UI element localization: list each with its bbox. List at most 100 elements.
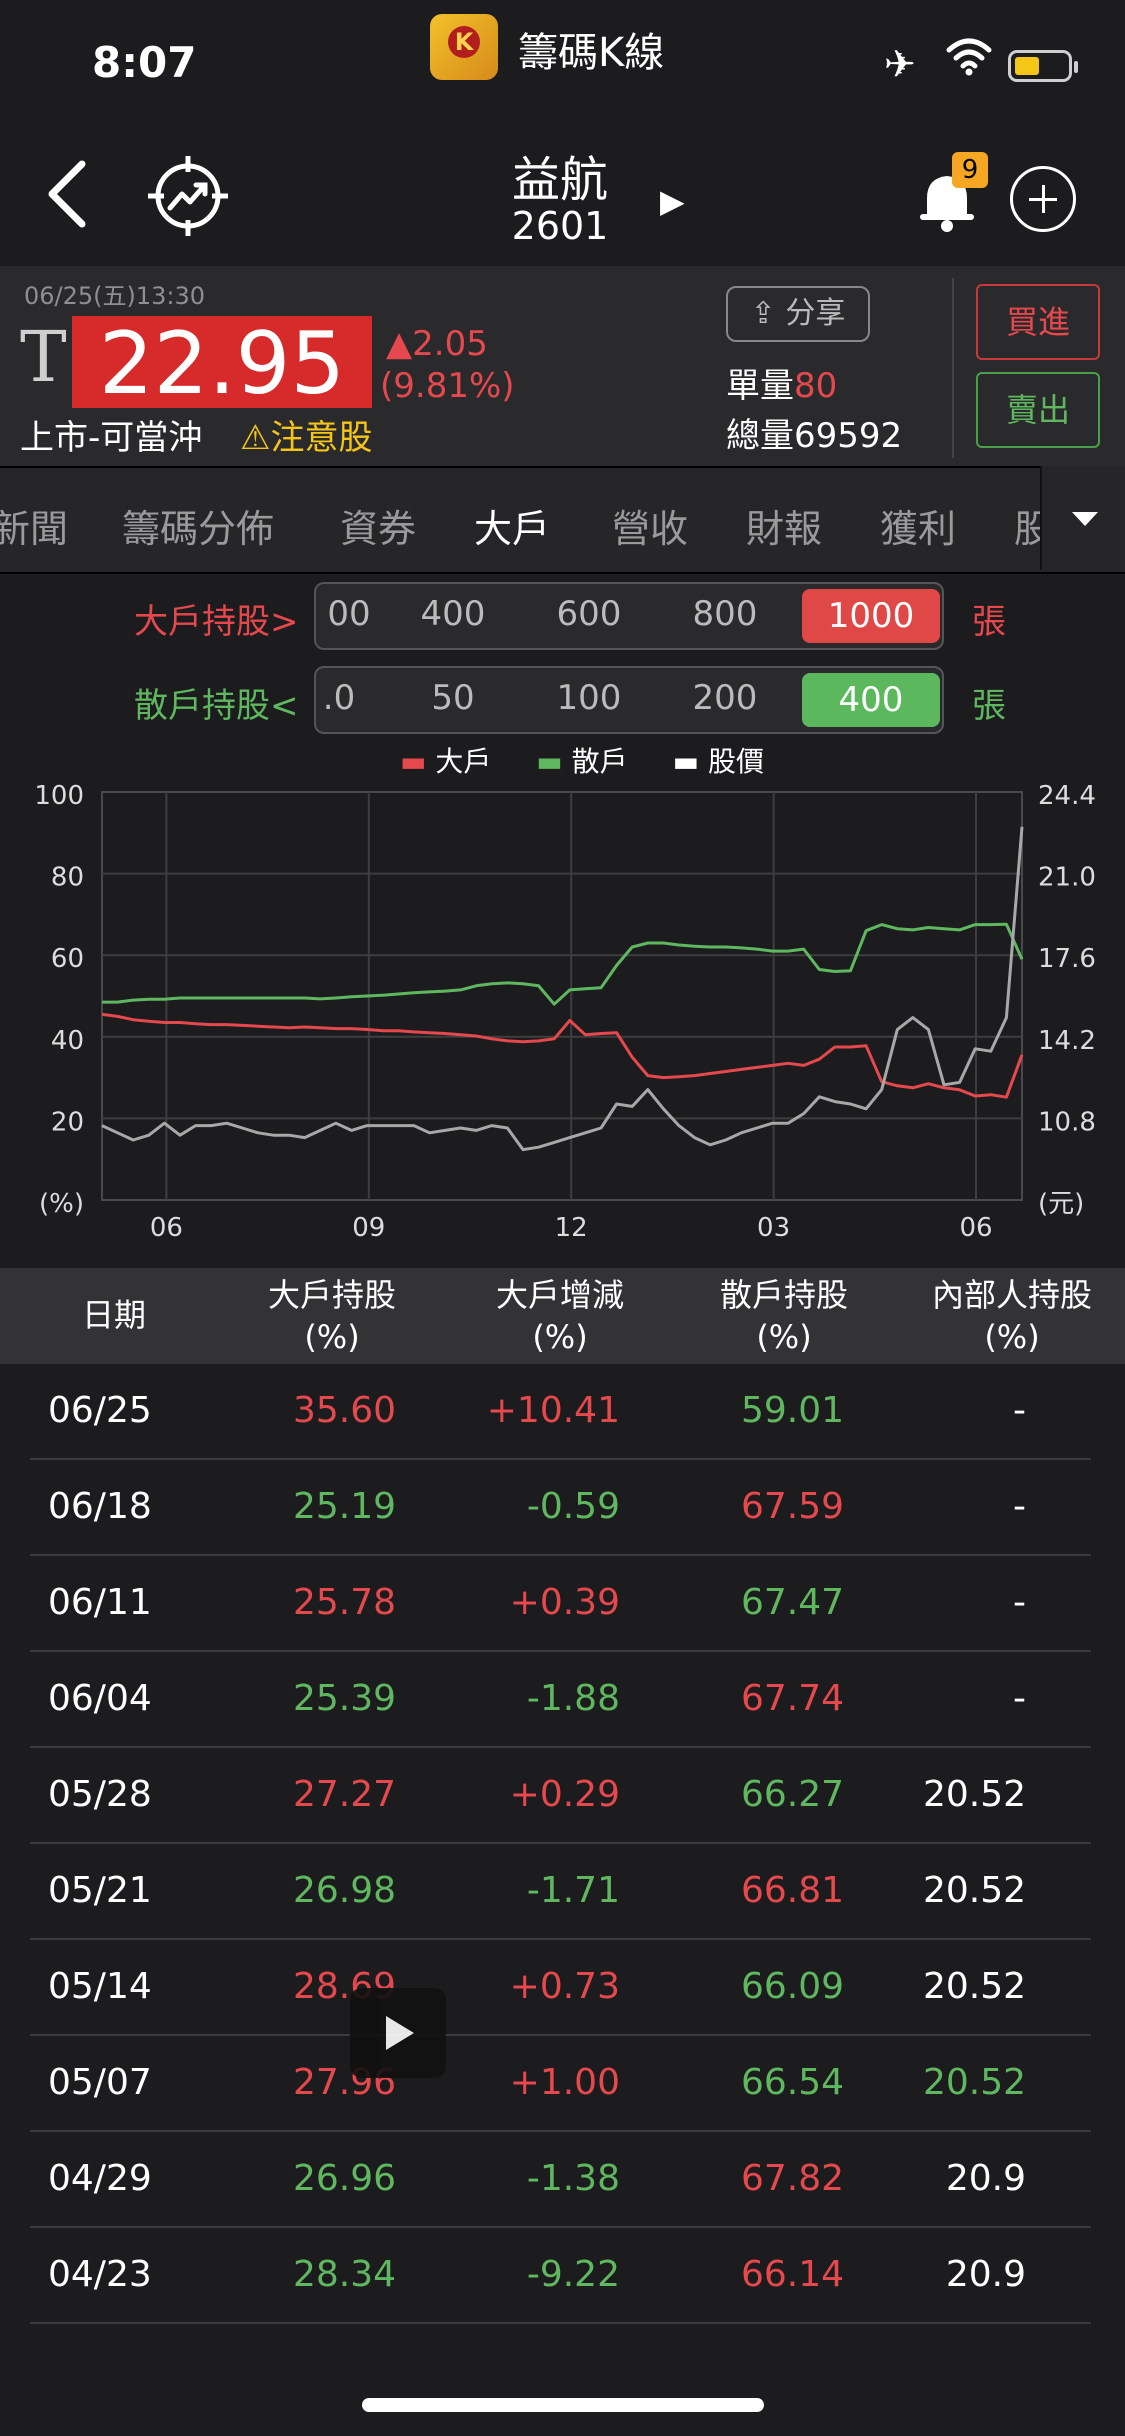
legend-big: ▬ 大戶 — [400, 745, 492, 778]
table-row[interactable]: 06/18 25.19 -0.59 67.59 - — [0, 1460, 1125, 1556]
header-insider-label: 內部人持股 — [931, 1276, 1092, 1314]
y-left-tick: 60 — [51, 944, 84, 974]
row-big-change: -1.38 — [526, 2158, 620, 2199]
row-big-holding: 25.19 — [292, 1486, 396, 1527]
row-date: 04/29 — [48, 2158, 152, 2199]
row-big-change: +10.41 — [486, 1390, 620, 1431]
series-line-big — [101, 1012, 1024, 1099]
price-change: ▲2.05 — [386, 324, 488, 364]
chart-legend: ▬ 大戶 ▬ 散戶 ▬ 股價 — [400, 740, 800, 780]
big-option[interactable]: 800 — [692, 594, 758, 634]
header-big-change: 大戶增減 (%) — [460, 1274, 660, 1358]
row-big-holding: 28.34 — [292, 2254, 396, 2295]
y-left-tick: 40 — [51, 1026, 84, 1056]
header-retail-unit: (%) — [756, 1318, 812, 1356]
tab-chip-distribution[interactable]: 籌碼分佈 — [122, 507, 275, 551]
play-triangle-icon[interactable]: ▶ — [660, 182, 685, 220]
big-unit: 張 — [972, 602, 1006, 642]
row-insider-holding: 20.52 — [922, 1774, 1026, 1815]
sell-button[interactable]: 賣出 — [976, 372, 1100, 448]
big-option[interactable]: 400 — [420, 594, 486, 634]
row-separator — [30, 1650, 1091, 1652]
row-date: 05/07 — [48, 2062, 152, 2103]
table-row[interactable]: 04/29 26.96 -1.38 67.82 20.9 — [0, 2132, 1125, 2228]
tab-news[interactable]: 新聞 — [0, 507, 69, 551]
legend-retail-label: 散戶 — [571, 745, 628, 778]
retail-segment[interactable]: .0 50 100 200 400 — [314, 666, 944, 734]
row-big-change: -0.59 — [526, 1486, 620, 1527]
x-tick: 09 — [352, 1213, 385, 1240]
table-header — [0, 1268, 1125, 1364]
y-right-tick: 14.2 — [1038, 1026, 1096, 1056]
single-volume-label: 單量 — [726, 366, 794, 406]
table-row[interactable]: 06/25 35.60 +10.41 59.01 - — [0, 1364, 1125, 1460]
series-line-retail — [102, 922, 1024, 1006]
tab-financials[interactable]: 財報 — [746, 507, 823, 551]
big-option[interactable]: 600 — [556, 594, 622, 634]
row-big-change: -1.88 — [526, 1678, 620, 1719]
table-row[interactable]: 06/11 25.78 +0.39 67.47 - — [0, 1556, 1125, 1652]
share-label: 分享 — [785, 296, 846, 331]
row-insider-holding: 20.52 — [922, 1966, 1026, 2007]
table-row[interactable]: 05/14 28.69 +0.73 66.09 20.52 — [0, 1940, 1125, 2036]
table-row[interactable]: 05/07 27.96 +1.00 66.54 20.52 — [0, 2036, 1125, 2132]
back-chevron-icon[interactable] — [44, 158, 90, 230]
app-logo-letter: K — [448, 26, 480, 58]
retail-option[interactable]: .0 — [322, 678, 356, 718]
y-right-tick: 10.8 — [1038, 1107, 1096, 1137]
plot-frame — [101, 791, 1023, 1201]
home-indicator[interactable] — [362, 2398, 764, 2412]
tab-big-holders[interactable]: 大戶 — [474, 507, 551, 551]
retail-option[interactable]: 200 — [692, 678, 758, 718]
retail-option[interactable]: 50 — [431, 678, 475, 718]
header-change-label: 大戶增減 — [495, 1276, 624, 1314]
table-row[interactable]: 04/23 28.34 -9.22 66.14 20.9 — [0, 2228, 1125, 2324]
row-retail-holding: 66.27 — [740, 1774, 844, 1815]
row-big-holding: 25.78 — [292, 1582, 396, 1623]
single-volume-value: 80 — [794, 366, 838, 406]
row-separator — [30, 1842, 1091, 1844]
row-insider-holding: - — [1013, 1582, 1026, 1623]
tab-margin[interactable]: 資券 — [340, 507, 417, 551]
quote-datetime: 06/25(五)13:30 — [24, 282, 206, 310]
x-tick: 12 — [555, 1213, 588, 1240]
tab-more-dropdown[interactable] — [1040, 466, 1125, 570]
add-circle-icon[interactable] — [1010, 166, 1076, 232]
tab-profit[interactable]: 獲利 — [880, 507, 957, 551]
big-option[interactable]: 00 — [327, 594, 371, 634]
table-row[interactable]: 05/28 27.27 +0.29 66.27 20.52 — [0, 1748, 1125, 1844]
retail-option[interactable]: 100 — [556, 678, 622, 718]
retail-option-selected[interactable]: 400 — [802, 673, 940, 727]
current-price: 22.95 — [98, 314, 346, 414]
row-date: 05/21 — [48, 1870, 152, 1911]
table-row[interactable]: 06/04 25.39 -1.88 67.74 - — [0, 1652, 1125, 1748]
big-holder-segment[interactable]: 00 400 600 800 1000 — [314, 582, 944, 650]
header-insider-unit: (%) — [984, 1318, 1040, 1356]
table-row[interactable]: 05/21 26.98 -1.71 66.81 20.52 — [0, 1844, 1125, 1940]
y-left-tick: 100 — [34, 781, 84, 811]
market-type: 上市-可當沖 — [20, 418, 203, 458]
share-button[interactable]: ⇪ 分享 — [726, 286, 870, 342]
video-play-button[interactable] — [350, 1988, 446, 2078]
row-insider-holding: 20.52 — [922, 1870, 1026, 1911]
trade-mark-t: T — [20, 316, 67, 398]
row-separator — [30, 1554, 1091, 1556]
big-option-selected[interactable]: 1000 — [802, 589, 940, 643]
total-volume: 總量69592 — [726, 408, 902, 457]
row-date: 06/25 — [48, 1390, 152, 1431]
total-volume-value: 69592 — [794, 416, 903, 456]
row-date: 06/18 — [48, 1486, 152, 1527]
header-big-label: 大戶持股 — [267, 1276, 396, 1314]
total-volume-label: 總量 — [726, 416, 794, 456]
app-logo-icon: K — [430, 14, 498, 80]
target-trend-icon[interactable] — [146, 154, 230, 238]
row-insider-holding: - — [1013, 1486, 1026, 1527]
row-big-holding: 25.39 — [292, 1678, 396, 1719]
tab-revenue[interactable]: 營收 — [612, 507, 689, 551]
row-big-holding: 27.27 — [292, 1774, 396, 1815]
header-big: 大戶持股 (%) — [232, 1274, 432, 1358]
header-insider: 內部人持股 (%) — [912, 1274, 1112, 1358]
y-left-tick: (%) — [39, 1189, 84, 1219]
warning-badge[interactable]: ⚠注意股 — [240, 418, 373, 458]
buy-button[interactable]: 買進 — [976, 284, 1100, 360]
